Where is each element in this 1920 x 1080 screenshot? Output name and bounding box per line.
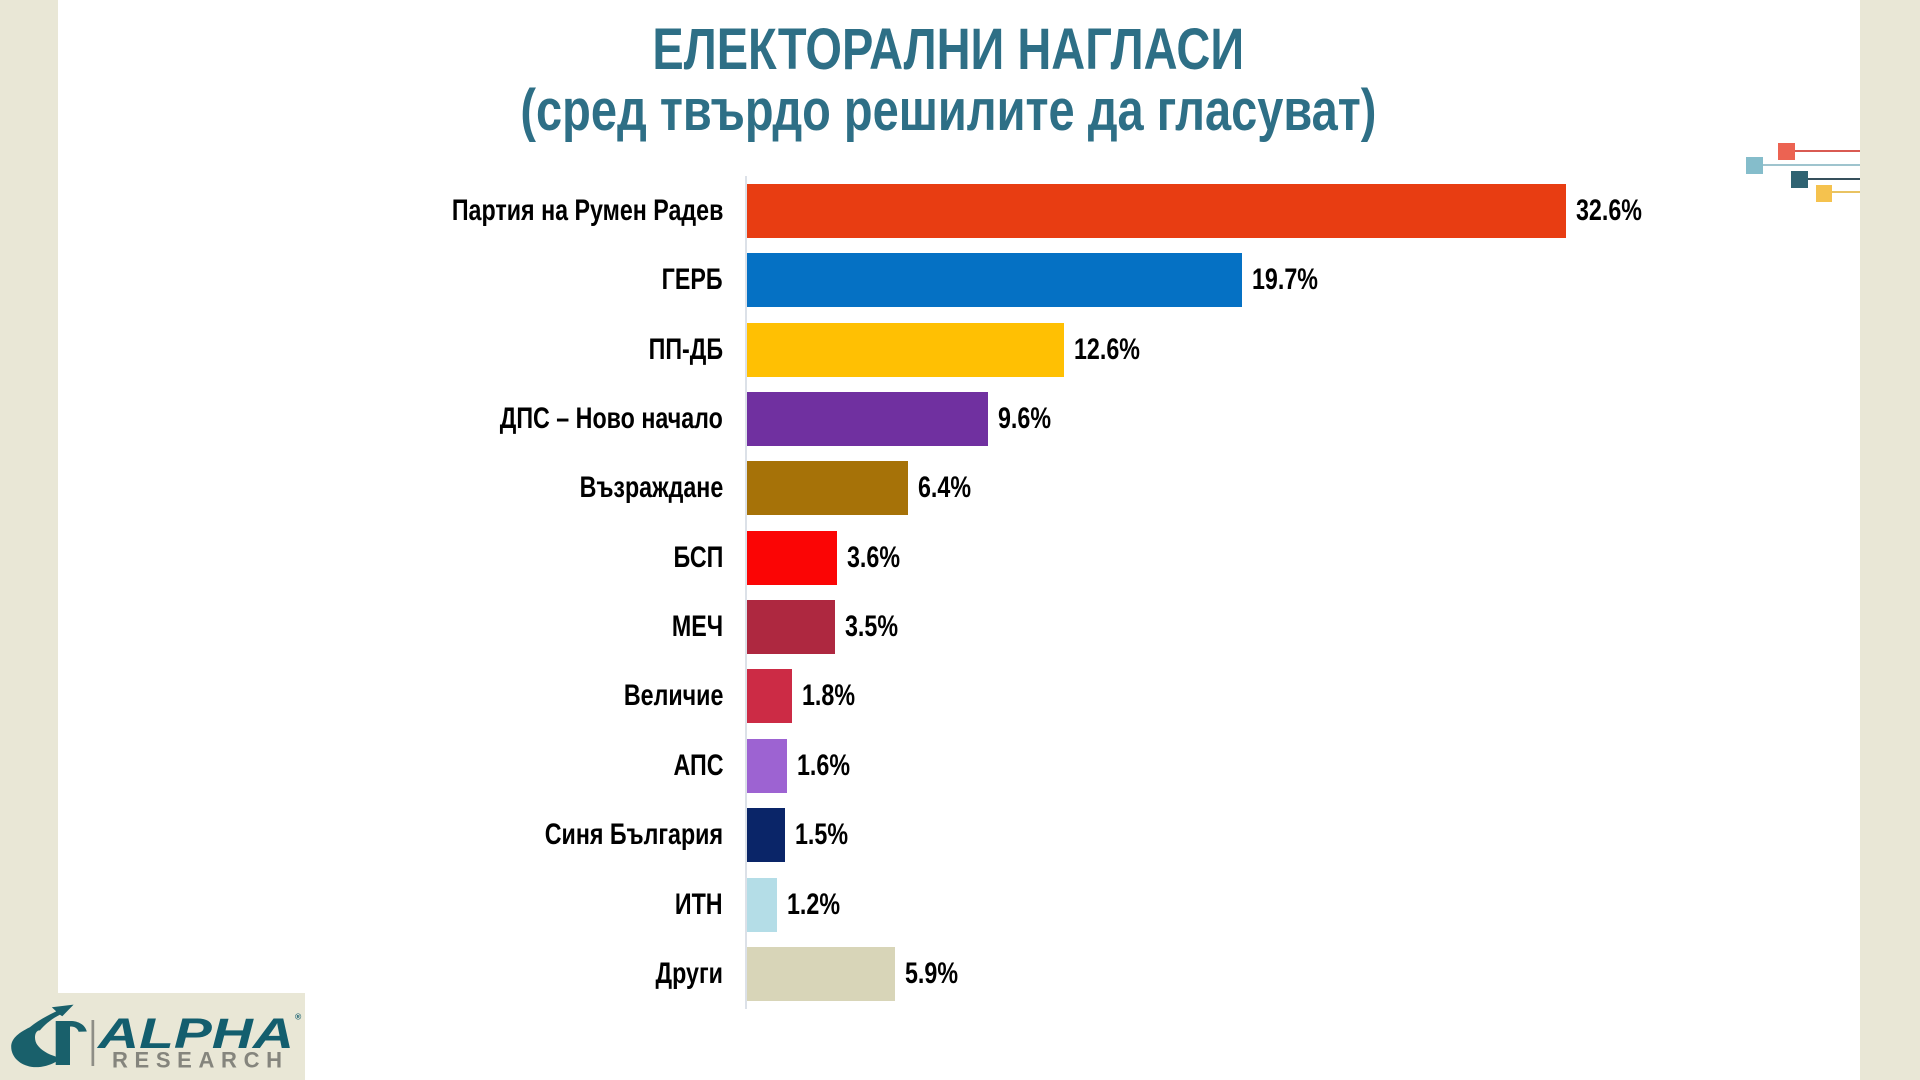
svg-text:RESEARCH: RESEARCH [112, 1048, 289, 1073]
svg-text:®: ® [295, 1012, 302, 1022]
svg-text:ALPHA: ALPHA [97, 1010, 294, 1058]
